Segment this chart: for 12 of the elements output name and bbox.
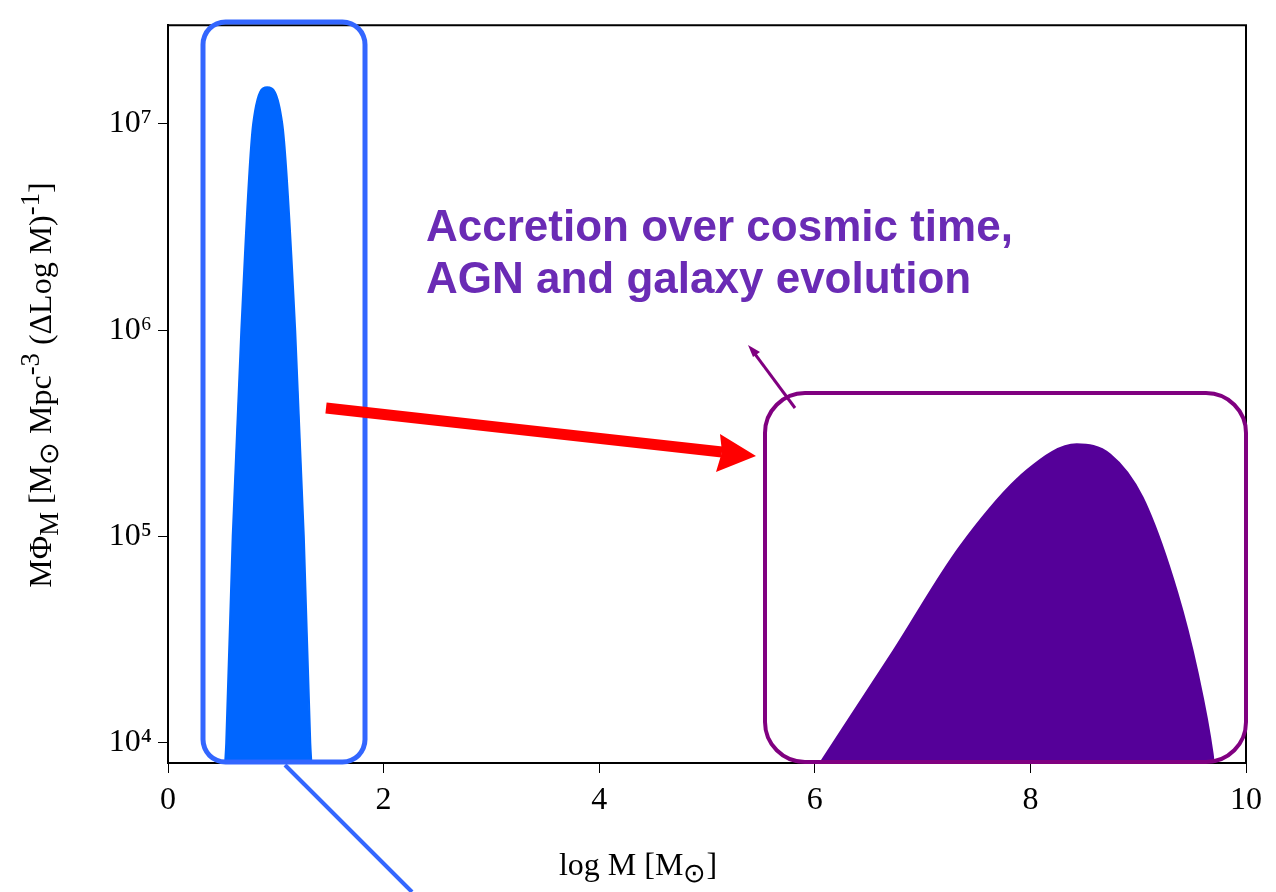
x-tick-label: 8 bbox=[1022, 779, 1039, 816]
x-tick-label: 0 bbox=[160, 779, 176, 816]
x-tick-label: 10 bbox=[1230, 779, 1262, 816]
y-tick-label: 10⁴ bbox=[108, 722, 152, 759]
y-tick-label: 10⁶ bbox=[108, 309, 152, 346]
x-tick-label: 4 bbox=[591, 779, 608, 816]
annotation: Accretion over cosmic time, AGN and galaxy evolution bbox=[426, 200, 1014, 304]
x-axis-title: log M [M$_{⊙}$] bbox=[557, 846, 719, 890]
y-tick-label: 10⁵ bbox=[108, 515, 152, 552]
x-tick-label: 2 bbox=[375, 779, 392, 816]
x-tick-label: 6 bbox=[806, 779, 823, 816]
y-tick-label: 10⁷ bbox=[108, 103, 152, 140]
